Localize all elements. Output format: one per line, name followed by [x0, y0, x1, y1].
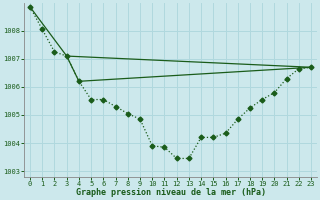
X-axis label: Graphe pression niveau de la mer (hPa): Graphe pression niveau de la mer (hPa) — [76, 188, 266, 197]
